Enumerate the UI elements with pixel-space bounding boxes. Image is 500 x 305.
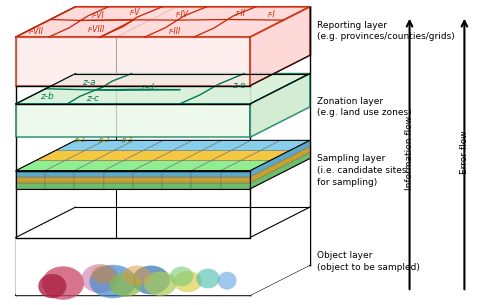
Text: r-I: r-I bbox=[268, 10, 276, 19]
Text: r-III: r-III bbox=[169, 27, 181, 36]
Polygon shape bbox=[16, 7, 310, 37]
Ellipse shape bbox=[38, 274, 66, 298]
Polygon shape bbox=[45, 177, 74, 183]
Polygon shape bbox=[94, 150, 144, 161]
Text: p-2: p-2 bbox=[98, 137, 110, 143]
Polygon shape bbox=[16, 177, 45, 183]
Polygon shape bbox=[74, 171, 104, 177]
Ellipse shape bbox=[144, 271, 176, 296]
Text: Error flow: Error flow bbox=[460, 131, 469, 174]
Text: Zonation layer
(e.g. land use zones): Zonation layer (e.g. land use zones) bbox=[318, 97, 412, 117]
Text: r-II: r-II bbox=[236, 9, 246, 18]
Text: Information flow: Information flow bbox=[405, 115, 414, 190]
Polygon shape bbox=[74, 177, 104, 183]
Text: r-VII: r-VII bbox=[28, 27, 44, 36]
Polygon shape bbox=[104, 183, 133, 189]
Polygon shape bbox=[104, 171, 133, 177]
Polygon shape bbox=[212, 150, 260, 161]
Polygon shape bbox=[16, 171, 45, 177]
Ellipse shape bbox=[122, 266, 150, 285]
Text: Reporting layer
(e.g. provinces/counties/grids): Reporting layer (e.g. provinces/counties… bbox=[318, 21, 455, 41]
Polygon shape bbox=[133, 183, 162, 189]
Ellipse shape bbox=[132, 266, 170, 294]
Text: Object layer
(object to be sampled): Object layer (object to be sampled) bbox=[318, 251, 420, 272]
Ellipse shape bbox=[42, 266, 84, 300]
Polygon shape bbox=[172, 140, 222, 150]
Polygon shape bbox=[16, 265, 310, 295]
Polygon shape bbox=[36, 150, 85, 161]
Polygon shape bbox=[162, 177, 192, 183]
Polygon shape bbox=[133, 171, 162, 177]
Polygon shape bbox=[162, 171, 192, 177]
Polygon shape bbox=[45, 183, 74, 189]
Polygon shape bbox=[16, 37, 250, 86]
Text: z-e: z-e bbox=[232, 81, 246, 90]
Polygon shape bbox=[250, 146, 310, 183]
Polygon shape bbox=[56, 140, 105, 150]
Polygon shape bbox=[144, 140, 192, 150]
Polygon shape bbox=[162, 183, 192, 189]
Polygon shape bbox=[250, 152, 310, 189]
Ellipse shape bbox=[92, 266, 115, 284]
Ellipse shape bbox=[196, 269, 220, 288]
Ellipse shape bbox=[218, 272, 236, 289]
Ellipse shape bbox=[174, 271, 202, 292]
Polygon shape bbox=[260, 140, 310, 150]
Polygon shape bbox=[220, 161, 270, 171]
Polygon shape bbox=[16, 74, 310, 104]
Polygon shape bbox=[114, 140, 164, 150]
Text: z-c: z-c bbox=[86, 94, 98, 103]
Polygon shape bbox=[192, 177, 220, 183]
Polygon shape bbox=[250, 207, 310, 295]
Text: r-VI: r-VI bbox=[92, 11, 105, 20]
Polygon shape bbox=[74, 183, 104, 189]
Text: Sampling layer
(i.e. candidate sites
for sampling): Sampling layer (i.e. candidate sites for… bbox=[318, 154, 407, 187]
Polygon shape bbox=[192, 183, 220, 189]
Polygon shape bbox=[16, 104, 250, 137]
Polygon shape bbox=[133, 161, 182, 171]
Polygon shape bbox=[250, 140, 310, 177]
Polygon shape bbox=[250, 7, 310, 86]
Polygon shape bbox=[162, 161, 212, 171]
Text: z-d: z-d bbox=[140, 83, 154, 92]
Polygon shape bbox=[240, 150, 290, 161]
Polygon shape bbox=[220, 177, 250, 183]
Ellipse shape bbox=[109, 272, 142, 297]
Polygon shape bbox=[16, 161, 65, 171]
Polygon shape bbox=[192, 171, 220, 177]
Polygon shape bbox=[232, 140, 280, 150]
Polygon shape bbox=[220, 183, 250, 189]
Polygon shape bbox=[202, 140, 251, 150]
Polygon shape bbox=[133, 177, 162, 183]
Polygon shape bbox=[192, 161, 240, 171]
Polygon shape bbox=[104, 161, 153, 171]
Ellipse shape bbox=[90, 265, 136, 298]
Polygon shape bbox=[153, 150, 202, 161]
Polygon shape bbox=[85, 140, 134, 150]
Polygon shape bbox=[65, 150, 114, 161]
Ellipse shape bbox=[170, 267, 194, 286]
Polygon shape bbox=[16, 238, 250, 295]
Polygon shape bbox=[250, 74, 310, 137]
Polygon shape bbox=[45, 161, 94, 171]
Polygon shape bbox=[74, 161, 124, 171]
Polygon shape bbox=[104, 177, 133, 183]
Polygon shape bbox=[124, 150, 172, 161]
Text: r-V: r-V bbox=[130, 8, 140, 17]
Text: r-IV: r-IV bbox=[176, 10, 189, 19]
Polygon shape bbox=[182, 150, 232, 161]
Text: p-1: p-1 bbox=[74, 137, 86, 143]
Polygon shape bbox=[45, 171, 74, 177]
Polygon shape bbox=[16, 183, 45, 189]
Text: z-b: z-b bbox=[40, 92, 54, 101]
Text: z-a: z-a bbox=[82, 77, 96, 87]
Text: p-3: p-3 bbox=[121, 137, 132, 143]
Text: r-VIII: r-VIII bbox=[88, 25, 105, 34]
Ellipse shape bbox=[82, 264, 119, 293]
Polygon shape bbox=[220, 171, 250, 177]
